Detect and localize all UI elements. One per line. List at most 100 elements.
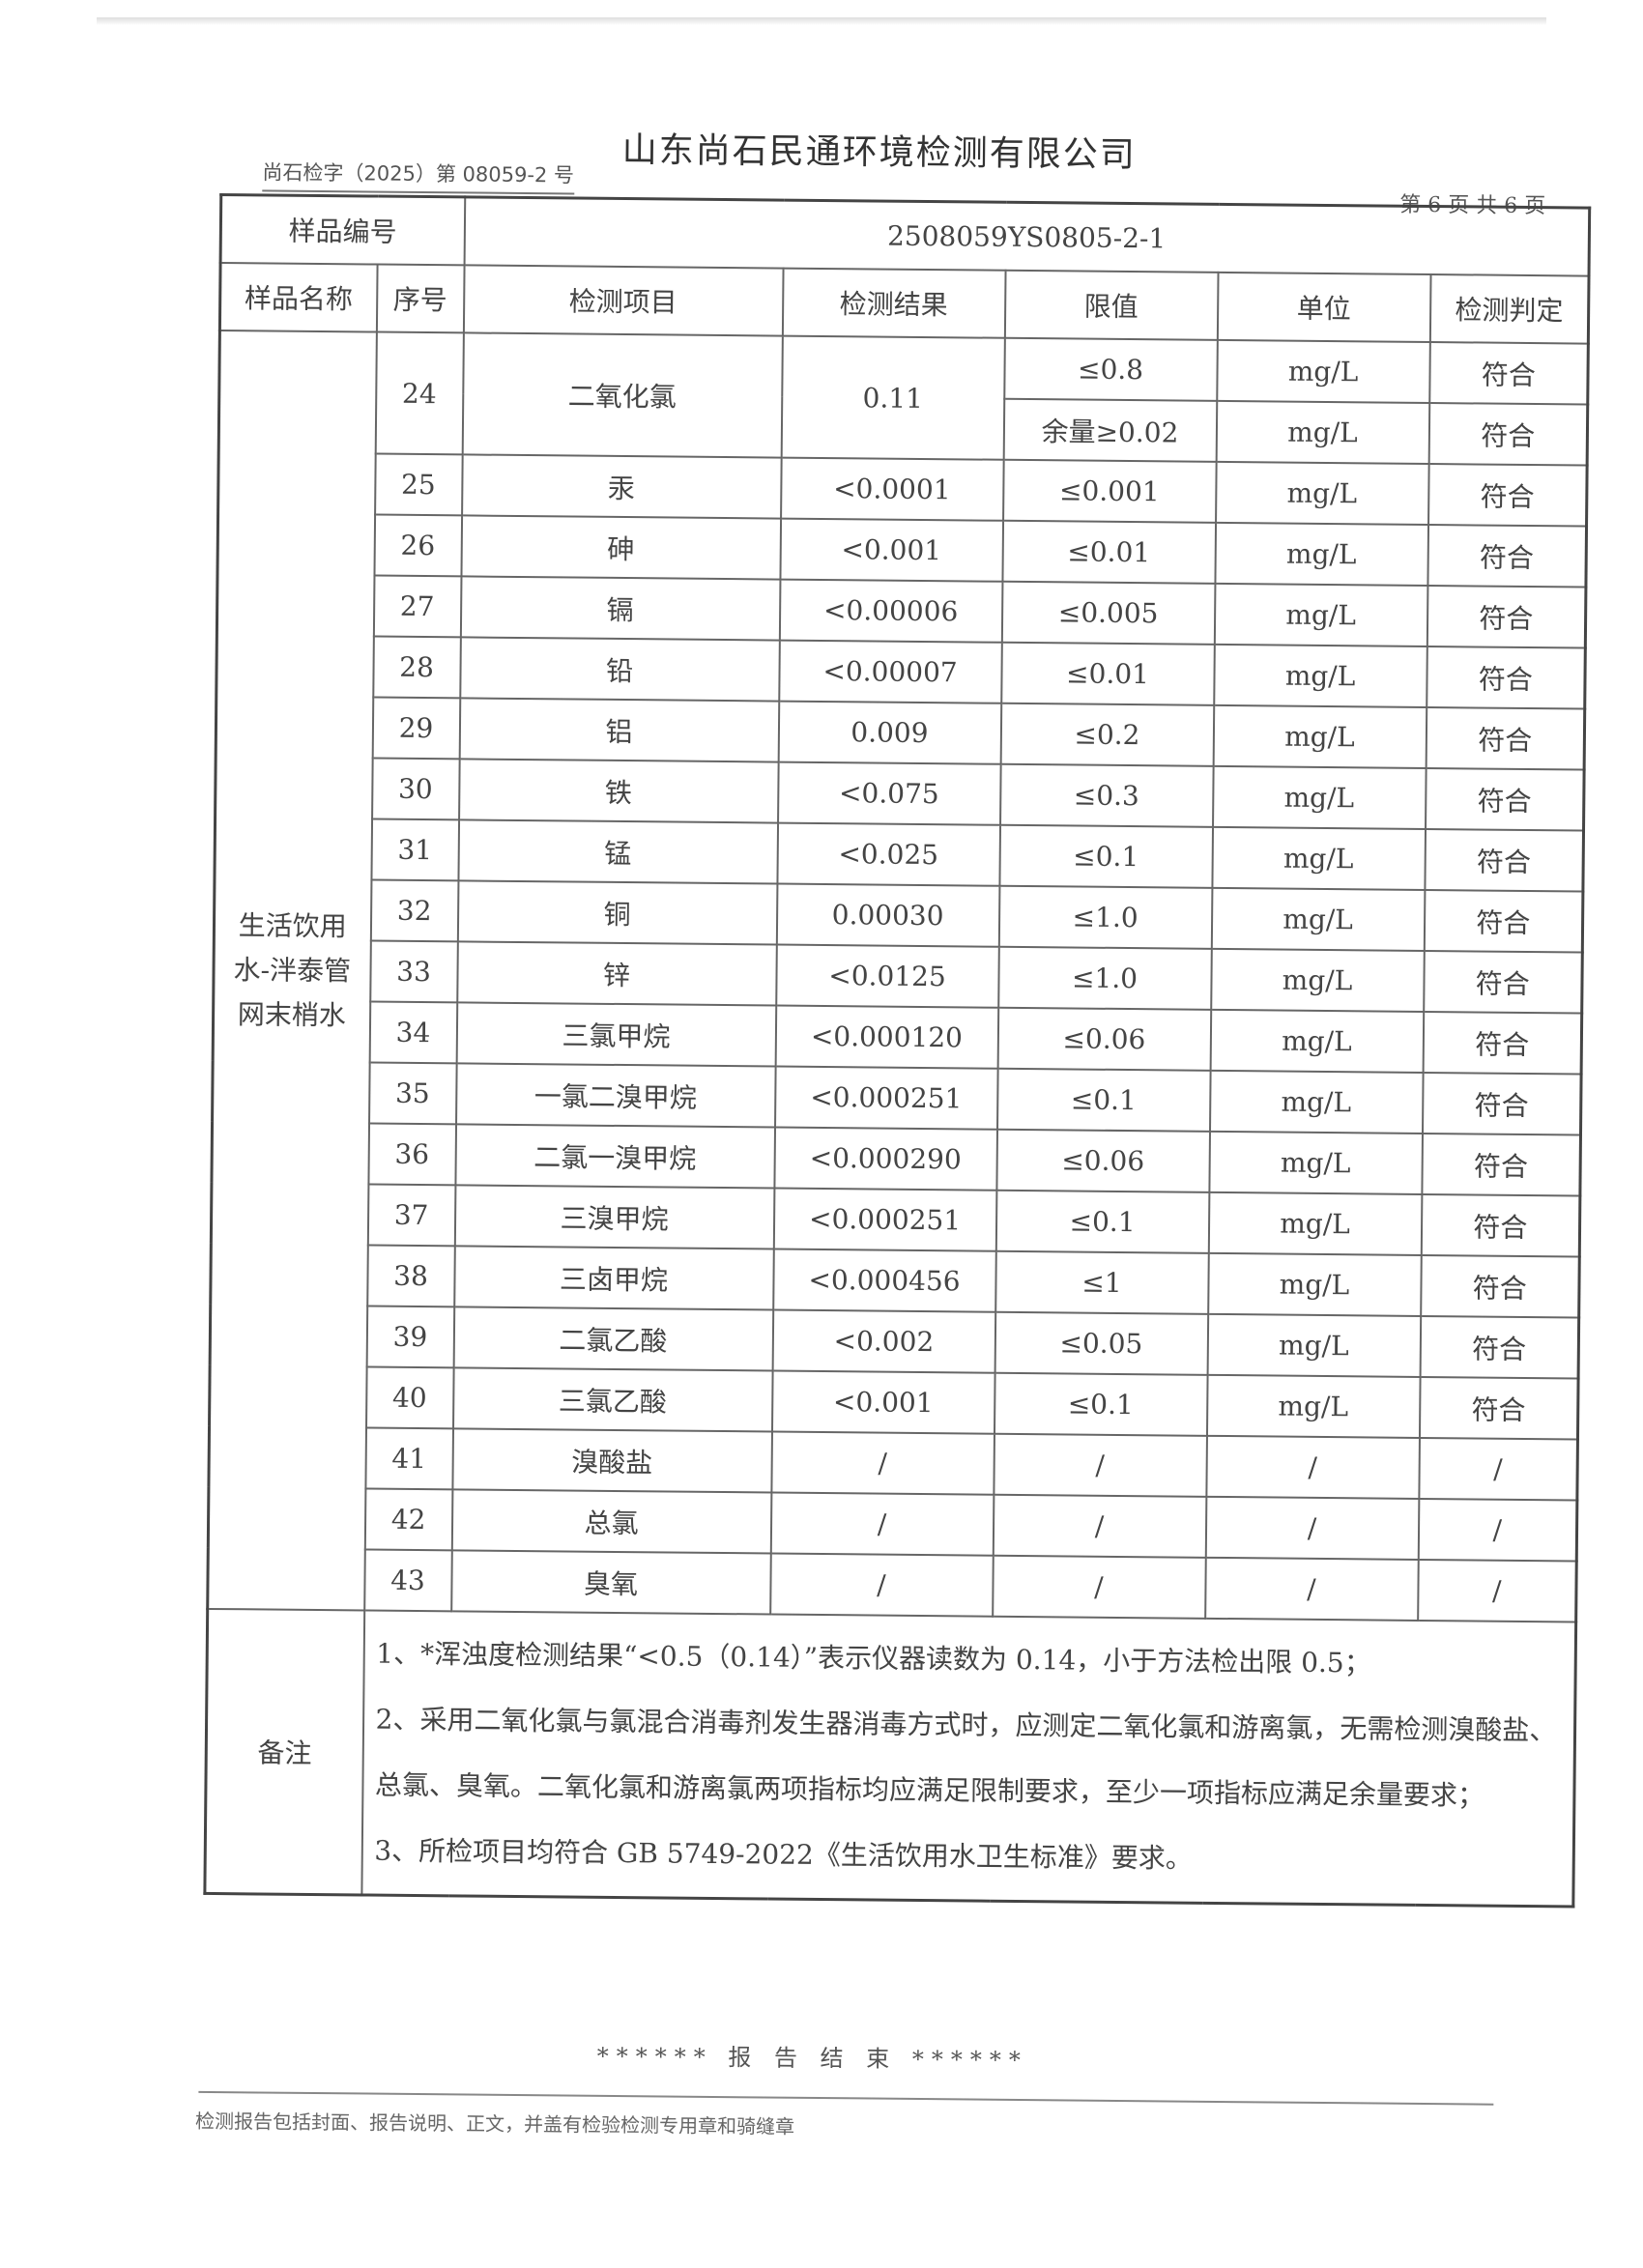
row-no: 40	[365, 1366, 454, 1429]
row-no: 29	[372, 697, 460, 760]
footer-divider	[198, 2090, 1494, 2106]
col-judgement: 检测判定	[1429, 274, 1590, 344]
row-judgement: 符合	[1420, 1315, 1579, 1379]
row-result: /	[769, 1553, 994, 1617]
row-limit: ≤0.01	[1001, 520, 1216, 584]
col-sample-name: 样品名称	[219, 262, 378, 332]
row-unit: mg/L	[1216, 339, 1430, 404]
row-no: 37	[367, 1184, 455, 1247]
col-result: 检测结果	[782, 268, 1006, 338]
row-no: 36	[367, 1123, 456, 1186]
row-result: <0.000120	[775, 1005, 998, 1069]
row-item: 臭氧	[450, 1550, 771, 1615]
row-item: 铝	[459, 698, 779, 762]
row-result: /	[770, 1431, 994, 1495]
row-result: <0.002	[772, 1309, 995, 1373]
row-unit: mg/L	[1213, 644, 1427, 707]
row-limit: ≤0.1	[996, 1068, 1211, 1132]
row-item: 三溴甲烷	[454, 1185, 774, 1249]
row-no: 31	[370, 818, 459, 881]
row-judgement: 符合	[1424, 828, 1584, 892]
row-unit: mg/L	[1213, 704, 1427, 768]
row-judgement: 符合	[1426, 646, 1586, 709]
row-no: 27	[373, 575, 461, 638]
row-result: 0.009	[778, 701, 1001, 764]
row-judgement: 符合	[1421, 1193, 1580, 1257]
row-judgement: 符合	[1420, 1254, 1580, 1318]
row-limit: ≤0.2	[1000, 703, 1214, 766]
row-unit: mg/L	[1214, 522, 1428, 586]
sample-id-label: 样品编号	[220, 194, 465, 266]
row-item: 三卤甲烷	[453, 1246, 774, 1310]
footer-note: 检测报告包括封面、报告说明、正文，并盖有检验检测专用章和骑缝章	[195, 2109, 795, 2139]
note-item: 1、*浑浊度检测结果“<0.5（0.14）”表示仪器读数为 0.14，小于方法检…	[376, 1637, 1371, 1679]
row-unit: /	[1205, 1496, 1419, 1560]
row-item: 三氯乙酸	[452, 1367, 773, 1432]
row-limit: ≤0.3	[999, 763, 1214, 827]
row-no: 35	[368, 1062, 457, 1125]
col-item: 检测项目	[463, 265, 784, 336]
row-judgement: 符合	[1427, 585, 1587, 648]
row-limit: ≤1.0	[998, 885, 1212, 949]
row-judgement: 符合	[1422, 1072, 1582, 1135]
row-result: <0.000251	[773, 1188, 996, 1251]
row-result: <0.075	[777, 761, 1001, 825]
row-result: <0.0125	[775, 944, 999, 1008]
company-name: 山东尚石民通环境检测有限公司	[621, 129, 1137, 176]
row-limit: /	[993, 1494, 1206, 1558]
row-limit: /	[992, 1555, 1206, 1619]
row-result: <0.000456	[772, 1249, 996, 1312]
row-judgement: /	[1418, 1498, 1577, 1562]
row-item: 锰	[457, 819, 778, 884]
results-table: 样品编号 2508059YS0805-2-1 样品名称 序号 检测项目 检测结果…	[203, 192, 1592, 1909]
row-limit: ≤0.01	[1000, 642, 1215, 705]
row-unit: mg/L	[1216, 400, 1429, 464]
document-number: 尚石检字（2025）第 08059-2 号	[262, 157, 575, 195]
row-no: 28	[372, 636, 461, 699]
row-unit: mg/L	[1210, 948, 1425, 1012]
note-item: 3、所检项目均符合 GB 5749-2022《生活饮用水卫生标准》要求。	[374, 1834, 1193, 1875]
row-result: <0.001	[771, 1370, 995, 1434]
row-item: 铁	[458, 759, 779, 823]
col-unit: 单位	[1217, 272, 1431, 343]
row-no: 32	[370, 879, 458, 942]
row-no: 38	[366, 1245, 455, 1307]
row-result: <0.025	[776, 822, 1000, 886]
row-result: /	[770, 1492, 994, 1556]
row-unit: mg/L	[1215, 461, 1429, 525]
row-result: 0.11	[781, 335, 1005, 460]
row-unit: mg/L	[1209, 1070, 1424, 1134]
row-limit: /	[993, 1433, 1207, 1497]
row-judgement: 符合	[1428, 403, 1588, 466]
row-judgement: 符合	[1424, 889, 1583, 953]
notes-label: 备注	[204, 1608, 364, 1895]
notes-content: 1、*浑浊度检测结果“<0.5（0.14）”表示仪器读数为 0.14，小于方法检…	[360, 1610, 1576, 1908]
row-no: 24	[375, 331, 464, 455]
row-limit: 余量≥0.02	[1003, 398, 1217, 462]
row-judgement: 符合	[1425, 767, 1585, 831]
row-limit: ≤0.1	[998, 824, 1213, 888]
row-item: 二氯一溴甲烷	[454, 1124, 775, 1189]
row-no: 42	[364, 1488, 452, 1551]
row-limit: ≤0.8	[1003, 337, 1218, 401]
row-item: 三氯甲烷	[456, 1002, 776, 1067]
row-item: 汞	[461, 454, 782, 519]
row-unit: mg/L	[1208, 1131, 1423, 1194]
col-limit: 限值	[1004, 270, 1219, 340]
sample-name: 生活饮用水-泮泰管网末梢水	[207, 330, 377, 1611]
row-limit: ≤0.1	[994, 1372, 1208, 1436]
row-limit: ≤0.06	[997, 1007, 1211, 1071]
note-item: 2、采用二氧化氯与氯混合消毒剂发生器消毒方式时，应测定二氧化氯和游离氯，无需检测…	[374, 1703, 1557, 1812]
row-unit: mg/L	[1210, 1009, 1424, 1073]
row-unit: /	[1204, 1557, 1419, 1621]
row-unit: mg/L	[1212, 765, 1427, 829]
row-limit: ≤0.06	[995, 1129, 1210, 1192]
row-result: <0.000290	[773, 1127, 997, 1191]
row-limit: ≤0.001	[1002, 459, 1217, 523]
row-no: 41	[364, 1427, 453, 1490]
row-judgement: 符合	[1428, 342, 1589, 405]
row-item: 溴酸盐	[451, 1428, 772, 1493]
row-limit: ≤0.05	[994, 1311, 1208, 1375]
row-result: <0.00007	[778, 640, 1002, 703]
sample-id-row: 样品编号 2508059YS0805-2-1	[220, 194, 1590, 276]
